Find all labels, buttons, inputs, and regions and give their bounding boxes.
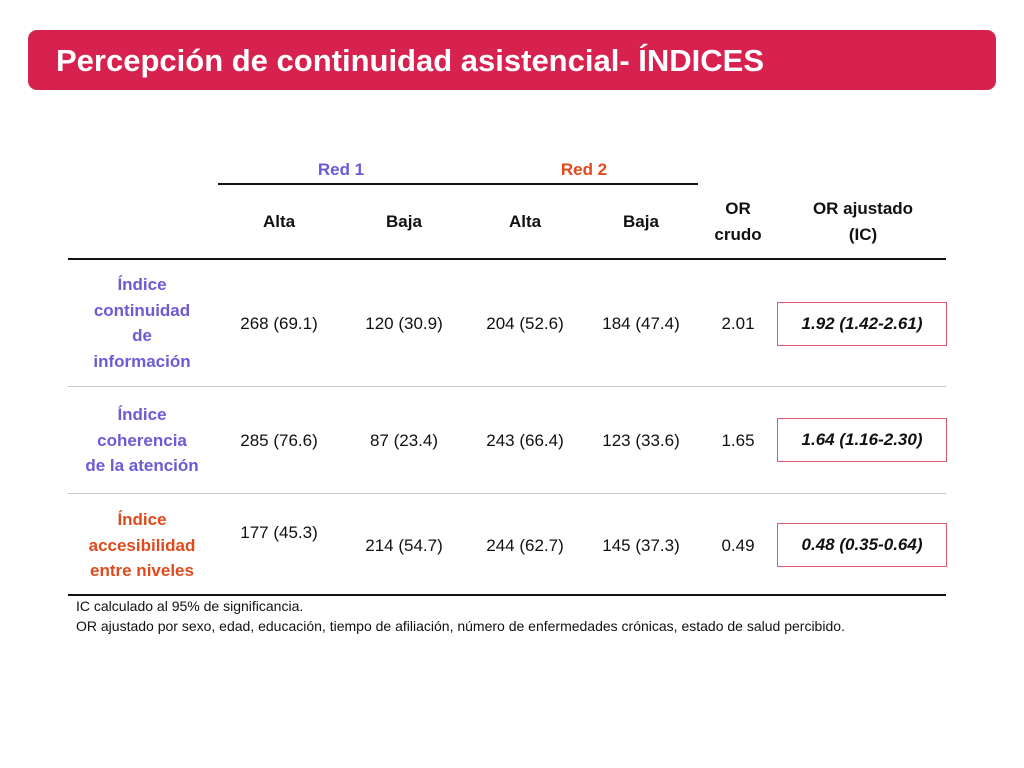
title-bar: Percepción de continuidad asistencial- Í… (28, 30, 996, 90)
row3-label-line3: entre niveles (90, 561, 194, 580)
row2-red1-baja: 87 (23.4) (369, 431, 439, 450)
slide-title: Percepción de continuidad asistencial- Í… (56, 43, 765, 78)
group-header-red2: Red 2 (560, 160, 608, 179)
row3-red2-baja: 145 (37.3) (602, 536, 680, 555)
row1-or-ajustado-box: 1.92 (1.42-2.61) (777, 302, 947, 346)
row3-label-line2: accesibilidad (88, 535, 196, 555)
row1-label-line1: Índice (117, 275, 167, 294)
row3-red2-alta: 244 (62.7) (486, 536, 564, 555)
col-header-red1-baja: Baja (386, 212, 422, 231)
row-label-coherencia-atencion: Índice coherencia de la atención (72, 402, 212, 479)
row1-red2-alta: 204 (52.6) (486, 314, 564, 333)
row2-label-line2: coherencia (97, 430, 187, 450)
col-header-or-ajustado: OR ajustado (IC) (783, 196, 943, 248)
row2-label-line3: de la atención (85, 456, 199, 475)
row2-label-line1: Índice (117, 405, 167, 424)
row1-or-ajustado: 1.92 (1.42-2.61) (801, 314, 923, 333)
header-bottom-rule (68, 258, 946, 260)
footnote-ic: IC calculado al 95% de significancia. (76, 598, 304, 614)
col-header-or-ajustado-line1: OR ajustado (812, 199, 914, 218)
group-header-red1: Red 1 (317, 160, 365, 179)
row2-red1-alta: 285 (76.6) (240, 431, 318, 450)
col-header-red2-baja: Baja (623, 212, 659, 231)
row3-red1-baja: 214 (54.7) (365, 536, 443, 555)
row3-label-line1: Índice (117, 510, 167, 529)
table-bottom-rule (68, 594, 946, 596)
row3-or-ajustado-box: 0.48 (0.35-0.64) (777, 523, 947, 567)
row2-or-crudo: 1.65 (721, 431, 755, 450)
row2-or-ajustado: 1.64 (1.16-2.30) (801, 430, 923, 449)
row2-red2-baja: 123 (33.6) (602, 431, 680, 450)
row1-label-line2: continuidad (93, 300, 191, 320)
footnote-or-ajustado: OR ajustado por sexo, edad, educación, t… (76, 618, 845, 634)
row2-or-ajustado-box: 1.64 (1.16-2.30) (777, 418, 947, 462)
row1-or-crudo: 2.01 (721, 314, 755, 333)
row3-or-ajustado: 0.48 (0.35-0.64) (801, 535, 923, 554)
row-label-continuidad-informacion: Índice continuidad de información (72, 272, 212, 374)
row1-red1-alta: 268 (69.1) (240, 314, 318, 333)
row2-red2-alta: 243 (66.4) (486, 431, 564, 450)
row-divider-2 (68, 493, 946, 494)
row1-label-line3: de (132, 326, 152, 345)
row1-label-line4: información (93, 351, 191, 371)
row3-red1-alta: 177 (45.3) (240, 523, 318, 542)
col-header-or-ajustado-line2: (IC) (848, 225, 878, 244)
row1-red2-baja: 184 (47.4) (602, 314, 680, 333)
col-header-or-crudo: OR crudo (698, 196, 778, 248)
group-header-rule (218, 183, 698, 185)
row-label-accesibilidad-niveles: Índice accesibilidad entre niveles (72, 507, 212, 584)
row1-red1-baja: 120 (30.9) (365, 314, 443, 333)
col-header-red1-alta: Alta (262, 212, 296, 231)
col-header-red2-alta: Alta (508, 212, 542, 231)
row3-or-crudo: 0.49 (721, 536, 755, 555)
col-header-or-crudo-line2: crudo (714, 225, 762, 244)
row-divider-1 (68, 386, 946, 387)
col-header-or-crudo-line1: OR (725, 199, 751, 218)
